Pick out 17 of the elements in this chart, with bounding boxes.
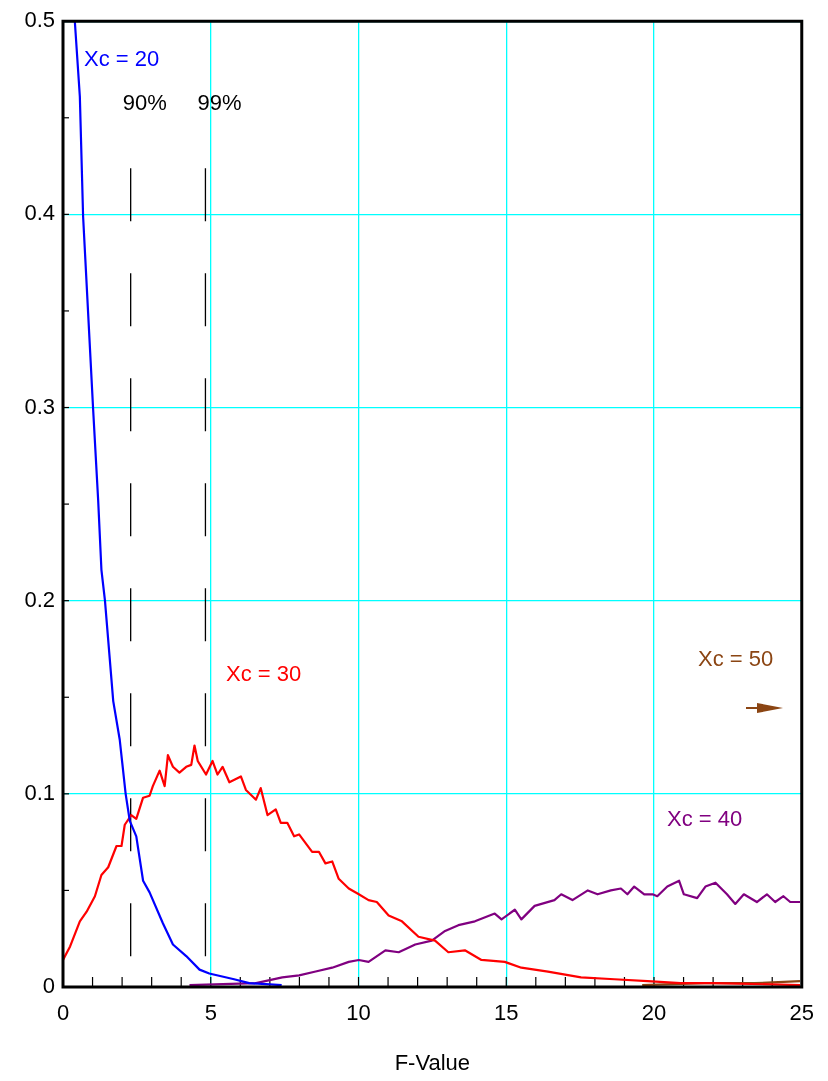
y-tick-label: 0.3 (24, 393, 55, 419)
y-tick-label: 0.2 (24, 586, 55, 612)
x-tick-label: 15 (494, 1000, 519, 1026)
x-tick-label: 10 (346, 1000, 371, 1026)
x-tick-label: 5 (204, 1000, 217, 1026)
x-axis-title: F-Value (394, 1049, 471, 1075)
text: Xc = 50 (698, 646, 774, 672)
annotation: 90% (122, 90, 167, 116)
text: Xc = 30 (226, 661, 302, 687)
series-label: Xc = 20 (84, 46, 160, 72)
text: Xc = 40 (667, 806, 743, 832)
y-tick-label: 0 (42, 973, 55, 999)
y-tick-label: 0.1 (24, 779, 55, 805)
x-tick-label: 20 (641, 1000, 667, 1026)
x-tick-label: 25 (789, 1000, 815, 1026)
y-tick-label: 0.4 (24, 200, 55, 226)
y-tick-label: 0.5 (24, 7, 55, 33)
